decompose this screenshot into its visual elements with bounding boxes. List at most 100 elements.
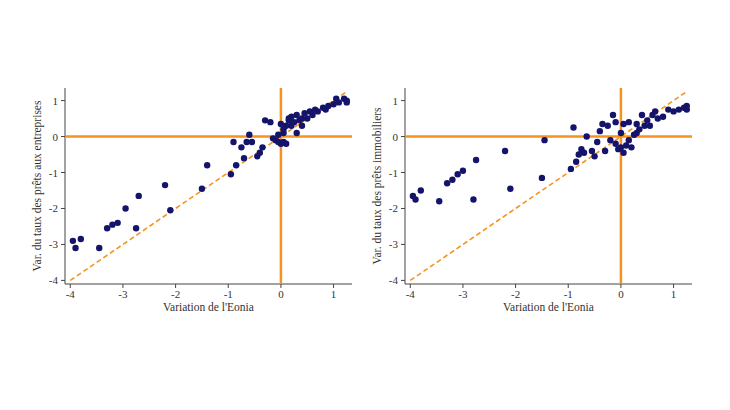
y-axis-label: Var. du taux des prêts aux entreprises: [31, 100, 44, 271]
point: [470, 196, 476, 202]
y-tick: [401, 172, 405, 173]
y-tick: [401, 244, 405, 245]
reference-line-y: [405, 135, 692, 138]
point: [336, 99, 342, 105]
y-tick: [61, 136, 65, 137]
point: [294, 130, 300, 136]
point: [628, 144, 634, 150]
y-tick-label: -4: [49, 274, 59, 286]
plot-area: [405, 88, 692, 284]
y-tick-label: -3: [389, 238, 399, 250]
y-tick: [401, 280, 405, 281]
point: [570, 124, 576, 130]
y-tick: [61, 208, 65, 209]
x-tick-label: -3: [458, 288, 468, 300]
point: [660, 114, 666, 120]
point: [541, 137, 547, 143]
point: [283, 141, 289, 147]
point: [454, 171, 460, 177]
point: [607, 137, 613, 143]
point: [605, 123, 611, 129]
point: [315, 108, 321, 114]
point: [618, 130, 624, 136]
point: [199, 185, 205, 191]
y-axis: [405, 88, 406, 284]
x-tick-label: -3: [118, 288, 128, 300]
x-tick-label: -4: [66, 288, 76, 300]
point: [626, 119, 632, 125]
y-tick: [61, 172, 65, 173]
point: [133, 225, 139, 231]
point: [602, 148, 608, 154]
x-tick-label: 0: [278, 288, 284, 300]
point: [136, 193, 142, 199]
point: [412, 196, 418, 202]
x-tick-label: -1: [224, 288, 233, 300]
diagonal-line: [70, 92, 346, 281]
point: [228, 171, 234, 177]
x-tick-label: 1: [331, 288, 337, 300]
point: [241, 155, 247, 161]
y-tick-label: -2: [49, 202, 58, 214]
point: [299, 123, 305, 129]
point: [620, 150, 626, 156]
point: [275, 132, 281, 138]
point: [652, 108, 658, 114]
point: [684, 103, 690, 109]
point: [70, 238, 76, 244]
y-tick: [61, 100, 65, 101]
reference-line-x: [620, 88, 623, 284]
x-axis-label: Variation de l'Eonia: [163, 301, 254, 313]
point: [278, 121, 284, 127]
point: [167, 207, 173, 213]
point: [591, 153, 597, 159]
point: [539, 175, 545, 181]
y-tick: [61, 280, 65, 281]
y-tick-label: 1: [393, 95, 399, 107]
point: [344, 99, 350, 105]
y-tick-label: 1: [53, 95, 59, 107]
figure: -4 -3 -2 -1 0 1 -4 -3 -2 -1 0 1 Variation de l'Eonia…: [0, 0, 730, 410]
x-tick-label: -2: [171, 288, 180, 300]
y-axis-label: Var. du taux des prêts immobiliers: [371, 107, 384, 265]
point: [436, 198, 442, 204]
point: [233, 162, 239, 168]
point: [78, 236, 84, 242]
point: [267, 119, 273, 125]
point: [444, 180, 450, 186]
point: [246, 132, 252, 138]
y-axis: [65, 88, 66, 284]
y-tick-label: -4: [389, 274, 399, 286]
point: [610, 112, 616, 118]
point: [230, 139, 236, 145]
point: [636, 126, 642, 132]
y-tick-label: -2: [389, 202, 398, 214]
point: [204, 162, 210, 168]
point: [72, 245, 78, 251]
point: [473, 157, 479, 163]
x-tick-label: 0: [618, 288, 624, 300]
y-tick-label: -1: [389, 167, 398, 179]
y-tick-label: -3: [49, 238, 59, 250]
point: [583, 133, 589, 139]
x-axis: [405, 284, 692, 285]
chart-panel: -4-3-2-101-4-3-2-101Variation de l'Eonia…: [31, 88, 352, 313]
point: [449, 177, 455, 183]
x-axis: [65, 284, 352, 285]
point: [304, 115, 310, 121]
point: [597, 128, 603, 134]
chart-panel: -4-3-2-101-4-3-2-101Variation de l'Eonia…: [371, 88, 692, 313]
x-tick-label: -2: [511, 288, 520, 300]
x-tick-label: 1: [671, 288, 677, 300]
point: [114, 220, 120, 226]
point: [639, 112, 645, 118]
point: [104, 225, 110, 231]
y-tick: [61, 244, 65, 245]
point: [96, 245, 102, 251]
y-tick: [401, 100, 405, 101]
x-axis-label: Variation de l'Eonia: [503, 301, 594, 313]
point: [626, 137, 632, 143]
y-tick-label: 0: [393, 131, 399, 143]
point: [507, 185, 513, 191]
point: [568, 166, 574, 172]
